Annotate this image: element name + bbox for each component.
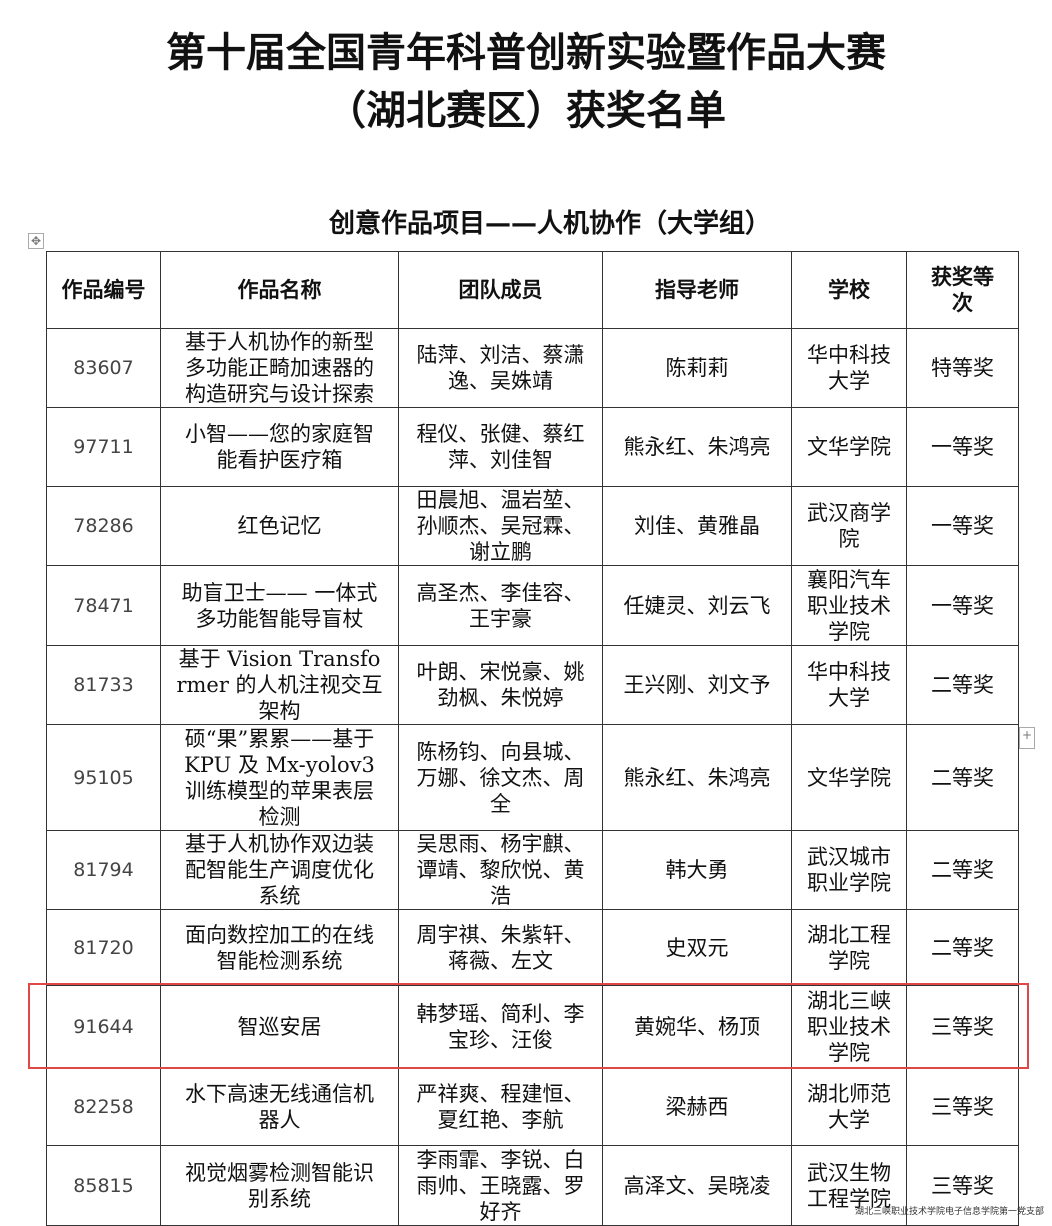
table-cell: 任婕灵、刘云飞 — [602, 565, 792, 646]
table-cell: 78286 — [46, 486, 161, 566]
table-row: 95105 硕“果”累累——基于 KPU 及 Mx-yolov3 训练模型的苹果表… — [46, 724, 1019, 831]
table-cell: 一等奖 — [906, 486, 1019, 566]
table-cell: 78471 — [46, 565, 161, 646]
table-cell: 面向数控加工的在线智能检测系统 — [160, 909, 399, 986]
table-row: 83607 基于人机协作的新型多功能正畸加速器的构造研究与设计探索 陆萍、刘洁、蔡潇… — [46, 328, 1019, 408]
table-cell: 81733 — [46, 645, 161, 725]
table-cell: 程仪、张健、蔡红萍、刘佳智 — [398, 407, 603, 487]
table-cell: 陆萍、刘洁、蔡潇逸、吴姝靖 — [398, 328, 603, 408]
table-cell: 视觉烟雾检测智能识别系统 — [160, 1145, 399, 1226]
table-cell: 湖北工程学院 — [791, 909, 907, 986]
table-cell: 81794 — [46, 830, 161, 910]
table-cell: 高圣杰、李佳容、王宇豪 — [398, 565, 603, 646]
table-cell: 助盲卫士—— 一体式多功能智能导盲杖 — [160, 565, 399, 646]
table-cell: 陈莉莉 — [602, 328, 792, 408]
column-header: 团队成员 — [398, 251, 603, 329]
table-row: 85815 视觉烟雾检测智能识别系统 李雨霏、李锐、白雨帅、王晓露、罗好齐 高泽文、吴… — [46, 1145, 1019, 1226]
table-cell: 武汉城市职业学院 — [791, 830, 907, 910]
table-cell: 陈杨钧、向县城、万娜、徐文杰、周全 — [398, 724, 603, 831]
header-row: 作品编号 作品名称 团队成员 指导老师 学校 获奖等次 — [46, 251, 1019, 329]
table-cell: 85815 — [46, 1145, 161, 1226]
table-cell: 基于人机协作的新型多功能正畸加速器的构造研究与设计探索 — [160, 328, 399, 408]
table-cell: 91644 — [46, 985, 161, 1068]
table-cell: 襄阳汽车职业技术学院 — [791, 565, 907, 646]
table-cell: 三等奖 — [906, 1067, 1019, 1146]
table-cell: 梁赫西 — [602, 1067, 792, 1146]
table-cell: 一等奖 — [906, 565, 1019, 646]
move-handle[interactable]: ✥ — [28, 233, 44, 249]
table-cell: 武汉商学院 — [791, 486, 907, 566]
table-cell: 文华学院 — [791, 407, 907, 487]
watermark: 湖北三峡职业技术学院电子信息学院第一党支部 — [854, 1207, 1044, 1217]
table-row: 78286 红色记忆 田晨旭、温岩堃、孙顺杰、吴冠霖、谢立鹏 刘佳、黄雅晶 武汉商学院一… — [46, 486, 1019, 566]
table-cell: 李雨霏、李锐、白雨帅、王晓露、罗好齐 — [398, 1145, 603, 1226]
table-cell: 二等奖 — [906, 724, 1019, 831]
table-cell: 熊永红、朱鸿亮 — [602, 407, 792, 487]
table-row: 78471 助盲卫士—— 一体式多功能智能导盲杖 高圣杰、李佳容、王宇豪 任婕灵、刘云… — [46, 565, 1019, 646]
table-cell: 三等奖 — [906, 1145, 1019, 1226]
table-cell: 82258 — [46, 1067, 161, 1146]
table-row: 91644 智巡安居 韩梦瑶、简利、李宝珍、汪俊 黄婉华、杨顶 湖北三峡职业技术学院 三等… — [46, 985, 1019, 1068]
table-cell: 基于 Vision Transformer 的人机注视交互架构 — [160, 645, 399, 725]
table-cell: 严祥爽、程建恒、夏红艳、李航 — [398, 1067, 603, 1146]
highlight-box — [28, 983, 1029, 1069]
table-cell: 湖北三峡职业技术学院 — [791, 985, 907, 1068]
table-cell: 史双元 — [602, 909, 792, 986]
add-handle[interactable]: + — [1019, 727, 1035, 749]
table-row: 81733 基于 Vision Transformer 的人机注视交互架构 叶朗、宋… — [46, 645, 1019, 725]
table-cell: 文华学院 — [791, 724, 907, 831]
table-cell: 高泽文、吴晓凌 — [602, 1145, 792, 1226]
table-cell: 特等奖 — [906, 328, 1019, 408]
table-cell: 水下高速无线通信机器人 — [160, 1067, 399, 1146]
column-header: 学校 — [791, 251, 907, 329]
table-cell: 刘佳、黄雅晶 — [602, 486, 792, 566]
table-row: 82258 水下高速无线通信机器人 严祥爽、程建恒、夏红艳、李航 梁赫西 湖北师范大学三… — [46, 1067, 1019, 1146]
table-cell: 红色记忆 — [160, 486, 399, 566]
table-cell: 97711 — [46, 407, 161, 487]
column-header: 指导老师 — [602, 251, 792, 329]
subtitle: 创意作品项目——人机协作（大学组） — [328, 209, 771, 239]
title-line: （湖北赛区）获奖名单 — [326, 88, 726, 134]
table-cell: 二等奖 — [906, 645, 1019, 725]
table-cell: 湖北师范大学 — [791, 1067, 907, 1146]
table-row: 97711 小智——您的家庭智能看护医疗箱 程仪、张健、蔡红萍、刘佳智 熊永红、朱鸿亮… — [46, 407, 1019, 487]
title-line: 第十届全国青年科普创新实验暨作品大赛 — [166, 30, 886, 76]
column-header: 作品名称 — [160, 251, 399, 329]
table-cell: 83607 — [46, 328, 161, 408]
table-row: 81720 面向数控加工的在线智能检测系统 周宇祺、朱紫轩、蒋薇、左文 史双元 湖北工程… — [46, 909, 1019, 986]
table-cell: 叶朗、宋悦豪、姚劲枫、朱悦婷 — [398, 645, 603, 725]
table-cell: 华中科技大学 — [791, 328, 907, 408]
table-cell: 武汉生物工程学院 — [791, 1145, 907, 1226]
table-cell: 三等奖 — [906, 985, 1019, 1068]
table-cell: 华中科技大学 — [791, 645, 907, 725]
column-header: 作品编号 — [46, 251, 161, 329]
table-cell: 智巡安居 — [160, 985, 399, 1068]
table-cell: 王兴刚、刘文予 — [602, 645, 792, 725]
table-cell: 一等奖 — [906, 407, 1019, 487]
table-cell: 基于人机协作双边装配智能生产调度优化系统 — [160, 830, 399, 910]
table-cell: 熊永红、朱鸿亮 — [602, 724, 792, 831]
table-cell: 二等奖 — [906, 909, 1019, 986]
table-row: 81794 基于人机协作双边装配智能生产调度优化系统 吴思雨、杨宇麒、谭靖、黎欣悦、… — [46, 830, 1019, 910]
table-cell: 81720 — [46, 909, 161, 986]
award-table: 作品编号 作品名称 团队成员 指导老师 学校 获奖等次 83607 基于人机协作的新型多功能… — [46, 251, 1019, 1226]
table-cell: 95105 — [46, 724, 161, 831]
table-cell: 韩大勇 — [602, 830, 792, 910]
table-cell: 硕“果”累累——基于 KPU 及 Mx-yolov3 训练模型的苹果表层检测 — [160, 724, 399, 831]
table-cell: 吴思雨、杨宇麒、谭靖、黎欣悦、黄浩 — [398, 830, 603, 910]
table-cell: 田晨旭、温岩堃、孙顺杰、吴冠霖、谢立鹏 — [398, 486, 603, 566]
table-cell: 二等奖 — [906, 830, 1019, 910]
column-header: 获奖等次 — [906, 251, 1019, 329]
table-cell: 小智——您的家庭智能看护医疗箱 — [160, 407, 399, 487]
table-cell: 周宇祺、朱紫轩、蒋薇、左文 — [398, 909, 603, 986]
